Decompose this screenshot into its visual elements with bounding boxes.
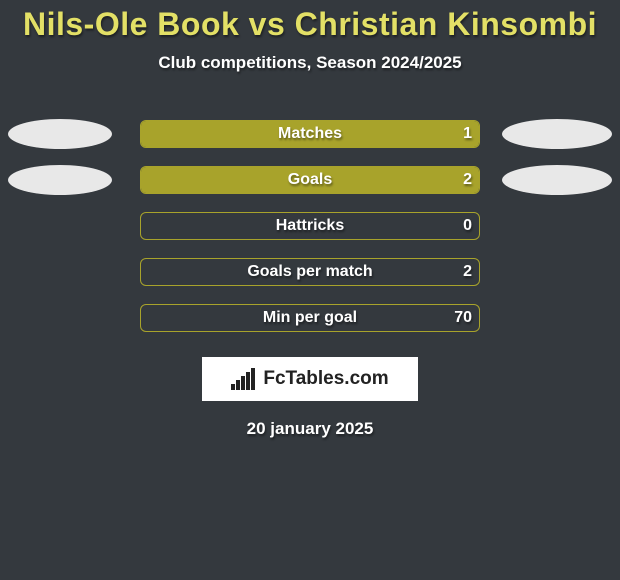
card-date: 20 january 2025 (0, 419, 620, 439)
stat-value: 1 (463, 120, 472, 148)
source-logo-text: FcTables.com (263, 368, 388, 390)
stat-bar-fill (141, 167, 479, 193)
stat-value: 70 (454, 304, 472, 332)
stat-value: 2 (463, 258, 472, 286)
stat-bar-fill (141, 121, 479, 147)
player-right-avatar (502, 119, 612, 149)
stats-list: Matches 1 Goals 2 Hattricks 0 Goals per … (0, 111, 620, 341)
stat-row: Matches 1 (0, 111, 620, 157)
player-right-avatar (502, 165, 612, 195)
card-title: Nils-Ole Book vs Christian Kinsombi (0, 6, 620, 43)
source-logo: FcTables.com (202, 357, 418, 401)
stat-value: 0 (463, 212, 472, 240)
stat-bar-track (140, 304, 480, 332)
stat-bar-track (140, 258, 480, 286)
stat-row: Goals per match 2 (0, 249, 620, 295)
stat-row: Min per goal 70 (0, 295, 620, 341)
stat-bar-track (140, 212, 480, 240)
stat-row: Hattricks 0 (0, 203, 620, 249)
stat-row: Goals 2 (0, 157, 620, 203)
barchart-icon (231, 368, 257, 390)
player-left-avatar (8, 165, 112, 195)
card-subtitle: Club competitions, Season 2024/2025 (0, 53, 620, 73)
stat-value: 2 (463, 166, 472, 194)
stat-bar-track (140, 120, 480, 148)
stat-bar-track (140, 166, 480, 194)
player-left-avatar (8, 119, 112, 149)
comparison-card: Nils-Ole Book vs Christian Kinsombi Club… (0, 0, 620, 580)
